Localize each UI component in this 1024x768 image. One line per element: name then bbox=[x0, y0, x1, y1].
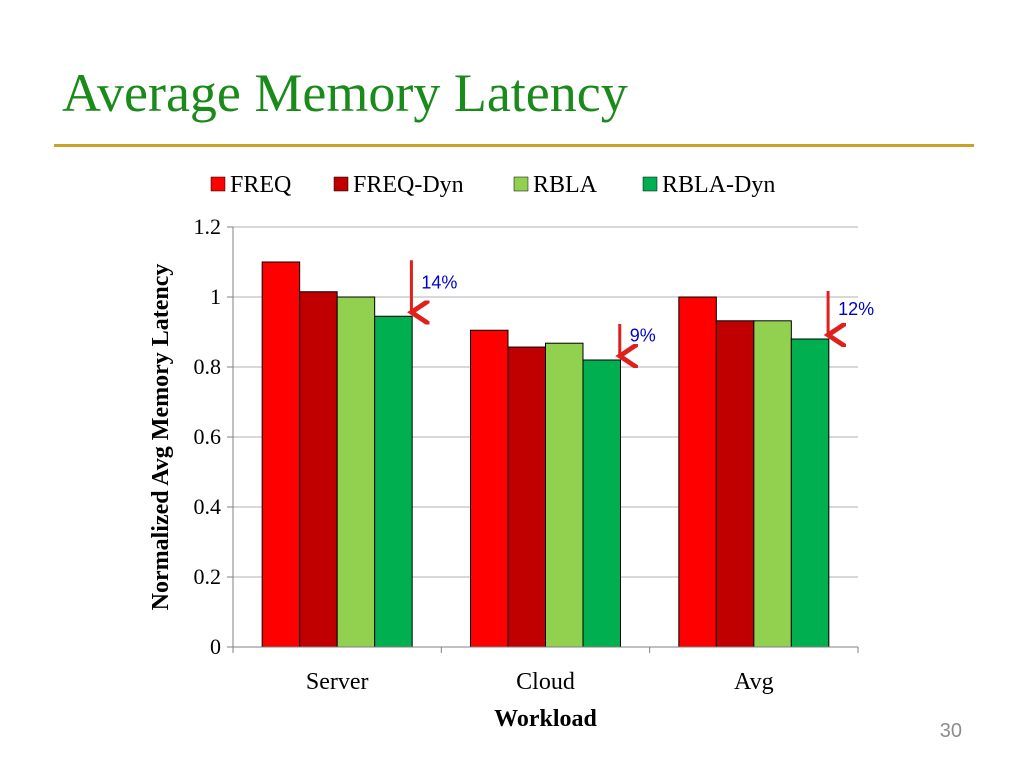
x-tick-label: Server bbox=[306, 669, 369, 695]
slide-title: Average Memory Latency bbox=[62, 63, 628, 123]
bar-rbla-cloud bbox=[545, 342, 584, 648]
bar-freq-server bbox=[261, 261, 301, 648]
bar-freq-dyn-cloud bbox=[507, 346, 546, 648]
y-tick-label: 0.2 bbox=[194, 564, 222, 589]
y-tick-label: 0.4 bbox=[194, 494, 222, 519]
bar-freq-cloud bbox=[470, 329, 509, 648]
y-axis: 0 0.2 0.4 0.6 0.8 1 1.2 bbox=[194, 214, 234, 659]
bar-chart: FREQ FREQ-Dyn RBLA RBLA-Dyn 0 0.2 0.4 0.6 0.8 1 1… bbox=[148, 172, 874, 732]
legend-label-freq-dyn: FREQ-Dyn bbox=[353, 172, 464, 198]
legend-swatch-rbla bbox=[513, 176, 529, 192]
reduction-label: 9% bbox=[630, 326, 656, 346]
page-number: 30 bbox=[939, 720, 962, 742]
x-axis: Server Cloud Avg bbox=[232, 646, 859, 695]
legend-swatch-freq bbox=[210, 176, 226, 192]
y-tick-label: 0.6 bbox=[194, 424, 222, 449]
bar-rbla-server bbox=[336, 296, 376, 648]
y-tick-label: 0.8 bbox=[194, 354, 222, 379]
y-tick-label: 1.2 bbox=[194, 214, 222, 239]
bar-freq-dyn-avg bbox=[715, 320, 755, 648]
legend-swatch-freq-dyn bbox=[333, 176, 349, 192]
bar-rbla-dyn-avg bbox=[790, 338, 830, 648]
y-tick-label: 1 bbox=[210, 284, 221, 309]
legend-label-rbla: RBLA bbox=[533, 172, 598, 198]
chart-legend: FREQ FREQ-Dyn RBLA RBLA-Dyn bbox=[210, 172, 775, 198]
legend-swatch-rbla-dyn bbox=[642, 176, 658, 192]
bar-freq-avg bbox=[678, 296, 717, 648]
reduction-label: 14% bbox=[421, 272, 457, 292]
x-tick-label: Avg bbox=[734, 669, 774, 695]
bar-rbla-dyn-server bbox=[374, 315, 413, 648]
bar-rbla-dyn-cloud bbox=[582, 359, 621, 648]
title-divider bbox=[54, 144, 974, 147]
x-tick-label: Cloud bbox=[516, 669, 575, 695]
bar-freq-dyn-server bbox=[299, 291, 338, 648]
x-axis-title: Workload bbox=[494, 706, 597, 732]
bar-rbla-avg bbox=[753, 320, 792, 648]
y-axis-title: Normalized Avg Memory Latency bbox=[148, 264, 174, 611]
y-tick-label: 0 bbox=[210, 634, 221, 659]
reduction-label: 12% bbox=[838, 299, 874, 319]
chart-bars bbox=[261, 261, 830, 648]
chart-annotations: 14% 9% 12% bbox=[411, 260, 874, 356]
legend-label-rbla-dyn: RBLA-Dyn bbox=[662, 172, 775, 198]
legend-label-freq: FREQ bbox=[230, 172, 291, 198]
